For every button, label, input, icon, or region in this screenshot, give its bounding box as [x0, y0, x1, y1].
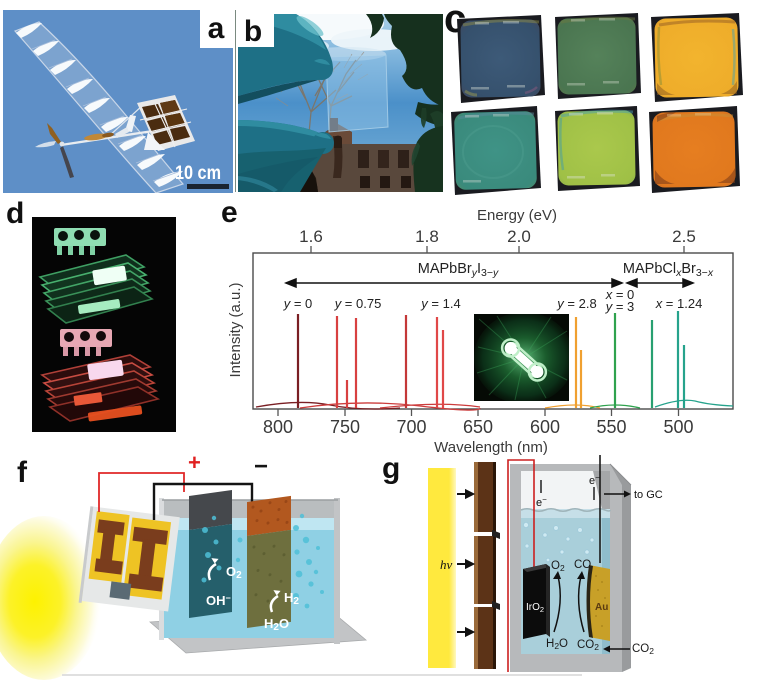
svg-text:y = 0: y = 0 [283, 296, 313, 311]
svg-text:Wavelength (nm): Wavelength (nm) [434, 439, 548, 456]
svg-text:−: − [254, 453, 268, 480]
svg-text:2.5: 2.5 [672, 227, 696, 246]
svg-text:y = 0.75: y = 0.75 [334, 296, 382, 311]
svg-text:H2O: H2O [546, 638, 568, 651]
svg-text:550: 550 [596, 417, 626, 437]
svg-text:Energy (eV): Energy (eV) [477, 207, 557, 224]
svg-text:b: b [244, 15, 262, 48]
svg-text:500: 500 [663, 417, 693, 437]
svg-text:CO: CO [574, 559, 591, 571]
svg-text:y = 2.8: y = 2.8 [556, 296, 596, 311]
svg-text:OH−: OH− [206, 593, 231, 608]
svg-text:1.8: 1.8 [415, 227, 439, 246]
svg-text:MAPbClxBr3−x: MAPbClxBr3−x [623, 261, 714, 279]
svg-text:a: a [208, 12, 225, 45]
svg-text:CO2: CO2 [632, 643, 654, 656]
svg-text:MAPbBryI3−y: MAPbBryI3−y [418, 261, 499, 279]
svg-text:O2: O2 [551, 560, 565, 573]
svg-text:700: 700 [396, 417, 426, 437]
svg-text:Au: Au [595, 602, 608, 613]
svg-text:e−: e− [536, 495, 547, 509]
svg-text:y = 1.4: y = 1.4 [420, 296, 460, 311]
svg-text:x = 1.24: x = 1.24 [655, 296, 703, 311]
svg-text:IrO2: IrO2 [526, 602, 544, 614]
svg-text:1.6: 1.6 [299, 227, 323, 246]
svg-text:2.0: 2.0 [507, 227, 531, 246]
svg-text:hν: hν [440, 557, 453, 572]
svg-text:10 cm: 10 cm [175, 163, 221, 184]
svg-text:+: + [188, 450, 201, 475]
svg-text:x = 0: x = 0 [605, 287, 635, 302]
svg-text:e−: e− [589, 473, 600, 487]
svg-text:CO2: CO2 [577, 639, 599, 652]
svg-text:650: 650 [463, 417, 493, 437]
svg-text:600: 600 [530, 417, 560, 437]
svg-text:750: 750 [330, 417, 360, 437]
svg-text:to GC: to GC [634, 489, 663, 501]
svg-text:H2O: H2O [264, 616, 289, 633]
svg-text:Intensity (a.u.): Intensity (a.u.) [227, 282, 244, 377]
svg-text:y = 3: y = 3 [605, 299, 635, 314]
svg-text:800: 800 [263, 417, 293, 437]
